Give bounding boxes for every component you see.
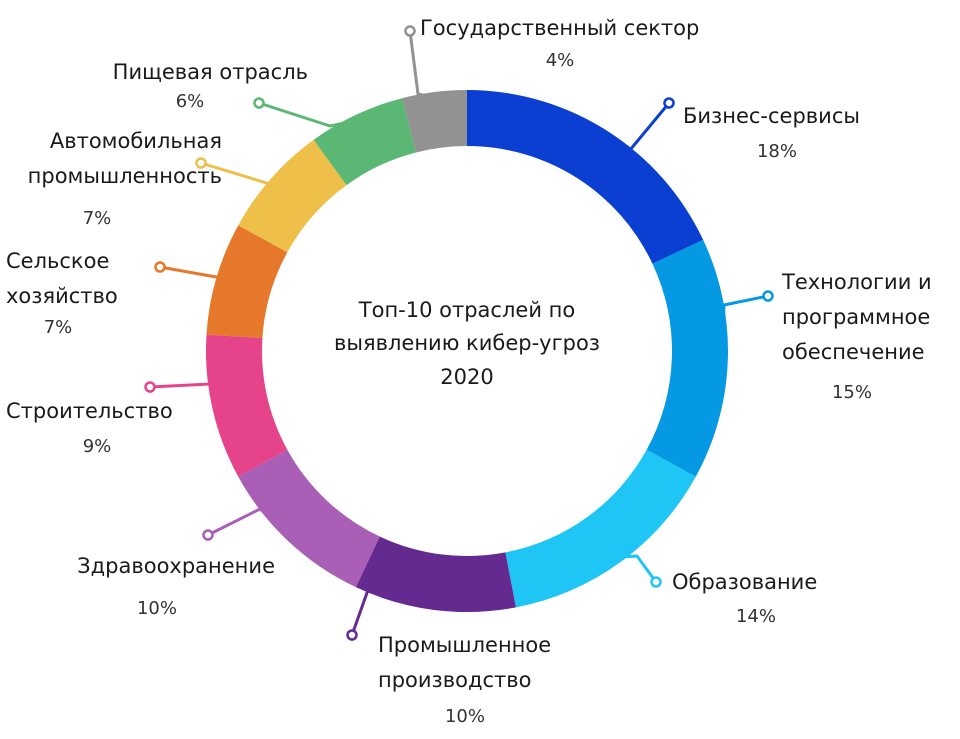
slice-percent-label: 6% bbox=[176, 91, 205, 112]
donut-slice bbox=[206, 334, 288, 477]
slice-percent-label: 14% bbox=[736, 606, 776, 627]
leader-line bbox=[616, 554, 658, 583]
center-title-line-1: Топ-10 отраслей по bbox=[358, 298, 575, 322]
slice-labels: Бизнес-сервисы 18% Технологии и программное… bbox=[6, 16, 932, 727]
leader-lines bbox=[144, 25, 774, 641]
leader-dot bbox=[144, 381, 156, 393]
slice-percent-label: 4% bbox=[546, 50, 575, 71]
center-title: Топ-10 отраслей по выявлению кибер-угроз… bbox=[334, 298, 600, 389]
slice-name-label: Государственный сектор bbox=[420, 16, 699, 40]
slice-percent-label: 18% bbox=[757, 141, 797, 162]
slice-percent-label: 15% bbox=[832, 382, 872, 403]
leader-dot bbox=[202, 529, 214, 541]
leader-dot bbox=[404, 25, 416, 37]
leader-line bbox=[159, 265, 224, 280]
leader-dot bbox=[663, 97, 675, 109]
donut-slice bbox=[313, 98, 417, 186]
donut-slice bbox=[467, 90, 704, 264]
slice-name-label: Технологии и bbox=[781, 270, 932, 294]
slice-name-label: обеспечение bbox=[782, 340, 925, 364]
leader-dot bbox=[195, 157, 207, 169]
center-title-line-3: 2020 bbox=[440, 365, 493, 389]
leader-dot bbox=[253, 97, 265, 109]
donut-slice bbox=[402, 90, 467, 153]
slice-name-label: производство bbox=[378, 668, 531, 692]
leader-dot bbox=[346, 629, 358, 641]
donut-slice bbox=[505, 449, 696, 608]
leader-dot bbox=[650, 576, 662, 588]
donut-slice bbox=[355, 536, 516, 612]
slice-name-label: Строительство bbox=[6, 399, 173, 423]
slice-name-label: Бизнес-сервисы bbox=[683, 104, 860, 128]
slice-percent-label: 10% bbox=[137, 598, 177, 619]
slice-percent-label: 10% bbox=[445, 706, 485, 727]
slice-percent-label: 9% bbox=[83, 436, 112, 457]
leader-line bbox=[149, 382, 220, 408]
donut-slices bbox=[206, 90, 728, 612]
slice-name-label: Пищевая отрасль bbox=[113, 60, 308, 84]
slice-name-label: Промышленное bbox=[378, 633, 551, 657]
leader-dot bbox=[154, 261, 166, 273]
center-title-line-2: выявлению кибер-угроз bbox=[334, 331, 600, 355]
slice-name-label: Здравоохранение bbox=[77, 554, 275, 578]
slice-name-label: программное bbox=[782, 305, 930, 329]
donut-slice bbox=[206, 225, 288, 339]
leader-line bbox=[200, 161, 277, 186]
leader-line bbox=[350, 588, 436, 636]
slice-percent-label: 7% bbox=[44, 317, 73, 338]
slice-name-label: Сельское bbox=[6, 249, 109, 273]
slice-name-label: хозяйство bbox=[6, 284, 118, 308]
donut-slice bbox=[646, 239, 728, 477]
donut-slice bbox=[238, 139, 347, 253]
leader-line bbox=[258, 101, 359, 128]
leader-line bbox=[720, 294, 769, 360]
slice-name-label: Автомобильная bbox=[50, 129, 222, 153]
slice-percent-label: 7% bbox=[83, 208, 112, 229]
slice-name-label: промышленность bbox=[28, 164, 222, 188]
leader-line bbox=[207, 507, 294, 539]
donut-slice bbox=[238, 449, 380, 588]
leader-line bbox=[602, 102, 671, 152]
slice-name-label: Образование bbox=[672, 570, 817, 594]
leader-line bbox=[408, 30, 436, 100]
leader-dot bbox=[762, 290, 774, 302]
